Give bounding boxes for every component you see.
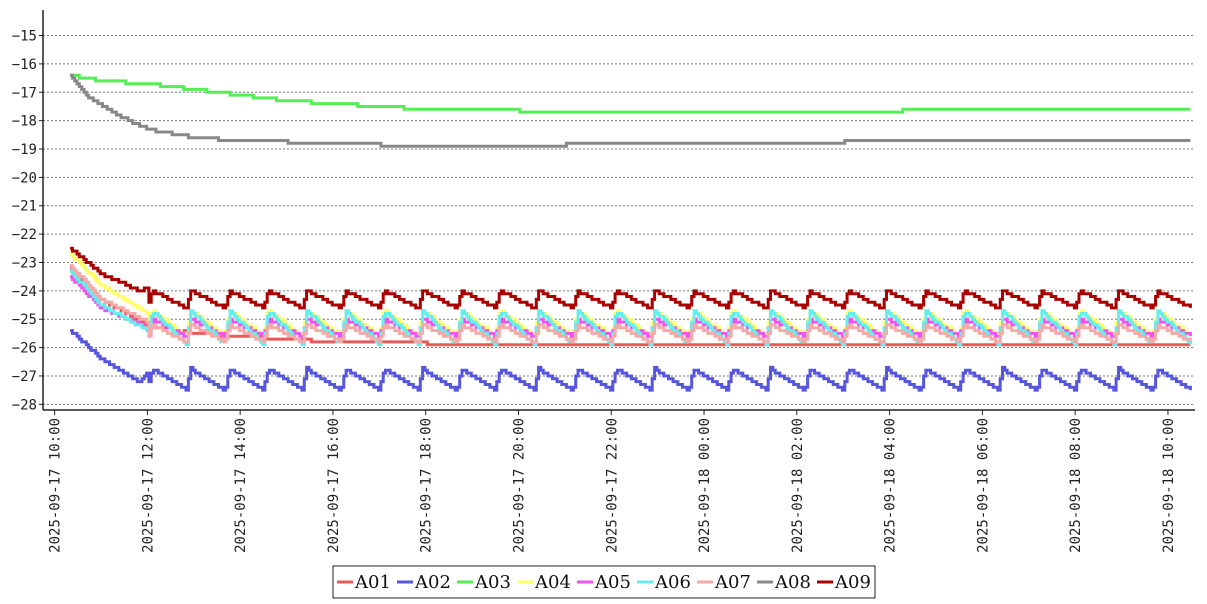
series-line-a08	[70, 73, 1191, 148]
x-tick-label: 2025-09-17 20:00	[511, 418, 527, 553]
y-tick-label: −25	[12, 312, 37, 328]
y-tick-label: −21	[12, 199, 37, 215]
legend-label-a01: A01	[354, 572, 391, 593]
x-tick-label: 2025-09-18 04:00	[883, 418, 899, 553]
legend-label-a05: A05	[594, 572, 631, 593]
x-tick-label: 2025-09-18 08:00	[1068, 418, 1084, 553]
y-tick-label: −27	[12, 369, 37, 385]
y-tick-label: −23	[12, 255, 37, 271]
y-tick-label: −15	[12, 29, 37, 45]
y-tick-label: −17	[12, 85, 37, 101]
legend-label-a07: A07	[714, 572, 751, 593]
y-tick-label: −19	[12, 142, 37, 158]
legend-label-a02: A02	[414, 572, 451, 593]
y-tick-label: −28	[12, 397, 37, 413]
x-tick-label: 2025-09-18 00:00	[697, 418, 713, 553]
x-tick-label: 2025-09-18 06:00	[975, 418, 991, 553]
x-tick-label: 2025-09-17 22:00	[604, 418, 620, 553]
legend-label-a03: A03	[474, 572, 511, 593]
y-tick-label: −24	[12, 284, 37, 300]
legend-label-a04: A04	[534, 572, 571, 593]
y-tick-label: −26	[12, 341, 37, 357]
series-line-a03	[70, 73, 1191, 114]
y-tick-label: −20	[12, 170, 37, 186]
x-tick-label: 2025-09-18 02:00	[790, 418, 806, 553]
x-tick-label: 2025-09-17 12:00	[140, 418, 156, 553]
legend-label-a09: A09	[834, 572, 871, 593]
legend-box	[332, 565, 876, 599]
series-line-a02	[70, 329, 1192, 392]
series-line-a07	[70, 263, 1192, 344]
series-layer	[70, 73, 1192, 392]
x-tick-label: 2025-09-17 16:00	[326, 418, 342, 553]
y-tick-label: −16	[12, 57, 37, 73]
axes-layer: −15 −16 −17 −18 −19 −20 −21 −22 −23 −24 −25 −26 −27 −…	[12, 10, 1195, 553]
legend-label-a08: A08	[774, 572, 811, 593]
x-tick-label: 2025-09-17 18:00	[419, 418, 435, 553]
x-tick-label: 2025-09-17 10:00	[48, 418, 64, 553]
x-tick-label: 2025-09-17 14:00	[233, 418, 249, 553]
y-tick-label: −22	[12, 227, 37, 243]
series-line-a09	[70, 246, 1192, 310]
legend-label-a06: A06	[654, 572, 691, 593]
series-line-a06	[70, 269, 1192, 347]
x-tick-label: 2025-09-18 10:00	[1161, 418, 1177, 553]
y-tick-label: −18	[12, 114, 37, 130]
legend: A01 A02 A03 A04 A05 A06 A07 A08 A09	[332, 565, 876, 599]
